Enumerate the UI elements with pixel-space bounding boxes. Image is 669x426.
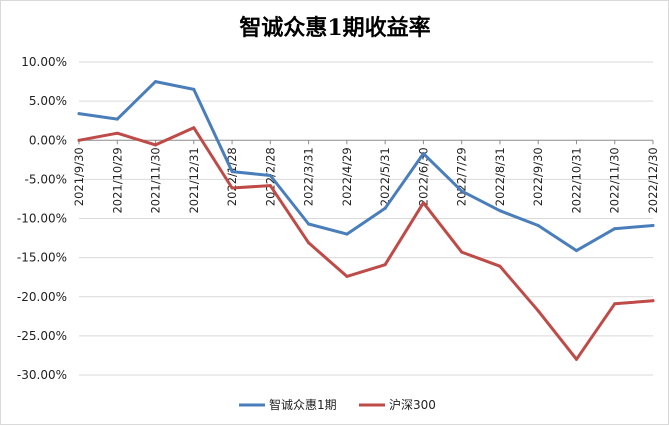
data-point	[192, 87, 196, 91]
y-tick-label: -10.00%	[17, 212, 67, 226]
data-point	[383, 263, 387, 267]
x-tick-label: 2021/11/30	[149, 147, 163, 213]
x-tick-label: 2022/1/28	[225, 147, 239, 206]
data-point	[421, 152, 425, 156]
chart-title: 智诚众惠1期收益率	[239, 15, 430, 41]
data-point	[536, 309, 540, 313]
x-tick-label: 2022/3/31	[302, 147, 316, 206]
y-tick-label: -25.00%	[17, 329, 67, 343]
legend: 智诚众惠1期 沪深300	[239, 397, 436, 412]
data-point	[230, 170, 234, 174]
x-tick-label: 2021/12/31	[187, 147, 201, 213]
data-point	[613, 227, 617, 231]
legend-label: 智诚众惠1期	[269, 397, 337, 412]
data-point	[115, 131, 119, 135]
data-point	[460, 250, 464, 254]
data-point	[268, 184, 272, 188]
x-tick-label: 2022/6/30	[416, 147, 430, 206]
x-tick-label: 2022/9/30	[531, 147, 545, 206]
x-tick-label: 2022/5/31	[378, 147, 392, 206]
data-point	[115, 117, 119, 121]
x-tick-label: 2022/7/29	[455, 147, 469, 206]
data-point	[460, 189, 464, 193]
x-tick-label: 2021/10/29	[110, 147, 124, 213]
series-line	[77, 126, 655, 361]
data-point	[268, 173, 272, 177]
data-point	[383, 206, 387, 210]
x-tick-label: 2022/10/31	[569, 147, 583, 213]
series-lines	[77, 80, 655, 361]
x-tick-label: 2022/8/31	[493, 147, 507, 206]
y-tick-label: 5.00%	[29, 94, 67, 108]
gridlines	[79, 61, 653, 376]
y-axis: 10.00% 5.00% 0.00% -5.00% -10.00% -15.00% -20.…	[17, 55, 67, 382]
data-point	[77, 138, 81, 142]
data-point	[154, 80, 158, 84]
y-tick-label: 10.00%	[21, 55, 67, 69]
y-tick-label: -30.00%	[17, 368, 67, 382]
y-tick-label: -15.00%	[17, 251, 67, 265]
y-tick-label: -20.00%	[17, 290, 67, 304]
y-tick-label: 0.00%	[29, 133, 67, 147]
data-point	[536, 224, 540, 228]
series-line	[77, 80, 655, 253]
data-point	[498, 209, 502, 213]
x-axis: 2021/9/30 2021/10/29 2021/11/30 2021/12/31 2…	[72, 140, 660, 214]
data-point	[613, 302, 617, 306]
data-point	[192, 126, 196, 130]
data-point	[498, 264, 502, 268]
x-tick-label: 2022/12/30	[646, 147, 660, 213]
data-point	[421, 201, 425, 205]
legend-label: 沪深300	[389, 398, 436, 412]
y-tick-label: -5.00%	[25, 172, 67, 186]
data-point	[651, 299, 655, 303]
x-tick-label: 2022/11/30	[608, 147, 622, 213]
data-point	[574, 357, 578, 361]
data-point	[345, 274, 349, 278]
x-tick-label: 2021/9/30	[72, 147, 86, 206]
data-point	[307, 241, 311, 245]
data-point	[574, 249, 578, 253]
x-tick-label: 2022/4/29	[340, 147, 354, 206]
data-point	[77, 112, 81, 116]
data-point	[230, 186, 234, 190]
data-point	[651, 224, 655, 228]
data-point	[345, 232, 349, 236]
data-point	[307, 222, 311, 226]
data-point	[154, 143, 158, 147]
